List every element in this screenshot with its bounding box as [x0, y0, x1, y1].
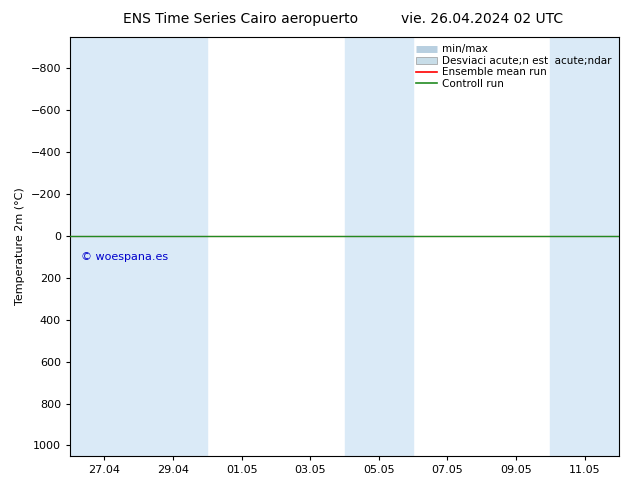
Text: © woespana.es: © woespana.es	[81, 252, 168, 262]
Bar	[550, 37, 619, 456]
Y-axis label: Temperature 2m (°C): Temperature 2m (°C)	[15, 188, 25, 305]
Bar	[344, 37, 413, 456]
Text: ENS Time Series Cairo aeropuerto: ENS Time Series Cairo aeropuerto	[124, 12, 358, 26]
Bar	[70, 37, 139, 456]
Legend: min/max, Desviaci acute;n est  acute;ndar, Ensemble mean run, Controll run: min/max, Desviaci acute;n est acute;ndar…	[414, 42, 614, 91]
Bar	[139, 37, 207, 456]
Text: vie. 26.04.2024 02 UTC: vie. 26.04.2024 02 UTC	[401, 12, 563, 26]
